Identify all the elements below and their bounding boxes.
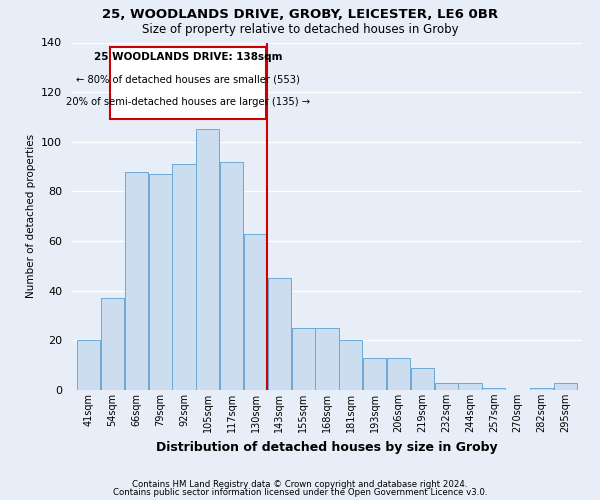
Bar <box>244 234 267 390</box>
Bar <box>196 130 220 390</box>
Text: Size of property relative to detached houses in Groby: Size of property relative to detached ho… <box>142 22 458 36</box>
Text: Contains HM Land Registry data © Crown copyright and database right 2024.: Contains HM Land Registry data © Crown c… <box>132 480 468 489</box>
Text: Contains public sector information licensed under the Open Government Licence v3: Contains public sector information licen… <box>113 488 487 497</box>
Bar <box>77 340 100 390</box>
Bar <box>172 164 196 390</box>
Bar <box>268 278 291 390</box>
Text: 25, WOODLANDS DRIVE, GROBY, LEICESTER, LE6 0BR: 25, WOODLANDS DRIVE, GROBY, LEICESTER, L… <box>102 8 498 20</box>
Text: 25 WOODLANDS DRIVE: 138sqm: 25 WOODLANDS DRIVE: 138sqm <box>94 52 283 62</box>
Bar <box>101 298 124 390</box>
Bar <box>220 162 243 390</box>
Text: ← 80% of detached houses are smaller (553): ← 80% of detached houses are smaller (55… <box>76 75 300 85</box>
Bar <box>411 368 434 390</box>
Bar <box>363 358 386 390</box>
Bar <box>125 172 148 390</box>
Bar <box>554 382 577 390</box>
Bar <box>387 358 410 390</box>
Bar <box>434 382 458 390</box>
Text: 20% of semi-detached houses are larger (135) →: 20% of semi-detached houses are larger (… <box>66 97 310 107</box>
Bar <box>149 174 172 390</box>
Bar <box>458 382 482 390</box>
Bar <box>339 340 362 390</box>
Bar <box>482 388 505 390</box>
Bar <box>292 328 315 390</box>
Bar <box>110 48 266 120</box>
Bar <box>316 328 338 390</box>
Y-axis label: Number of detached properties: Number of detached properties <box>26 134 35 298</box>
X-axis label: Distribution of detached houses by size in Groby: Distribution of detached houses by size … <box>156 440 498 454</box>
Bar <box>530 388 553 390</box>
